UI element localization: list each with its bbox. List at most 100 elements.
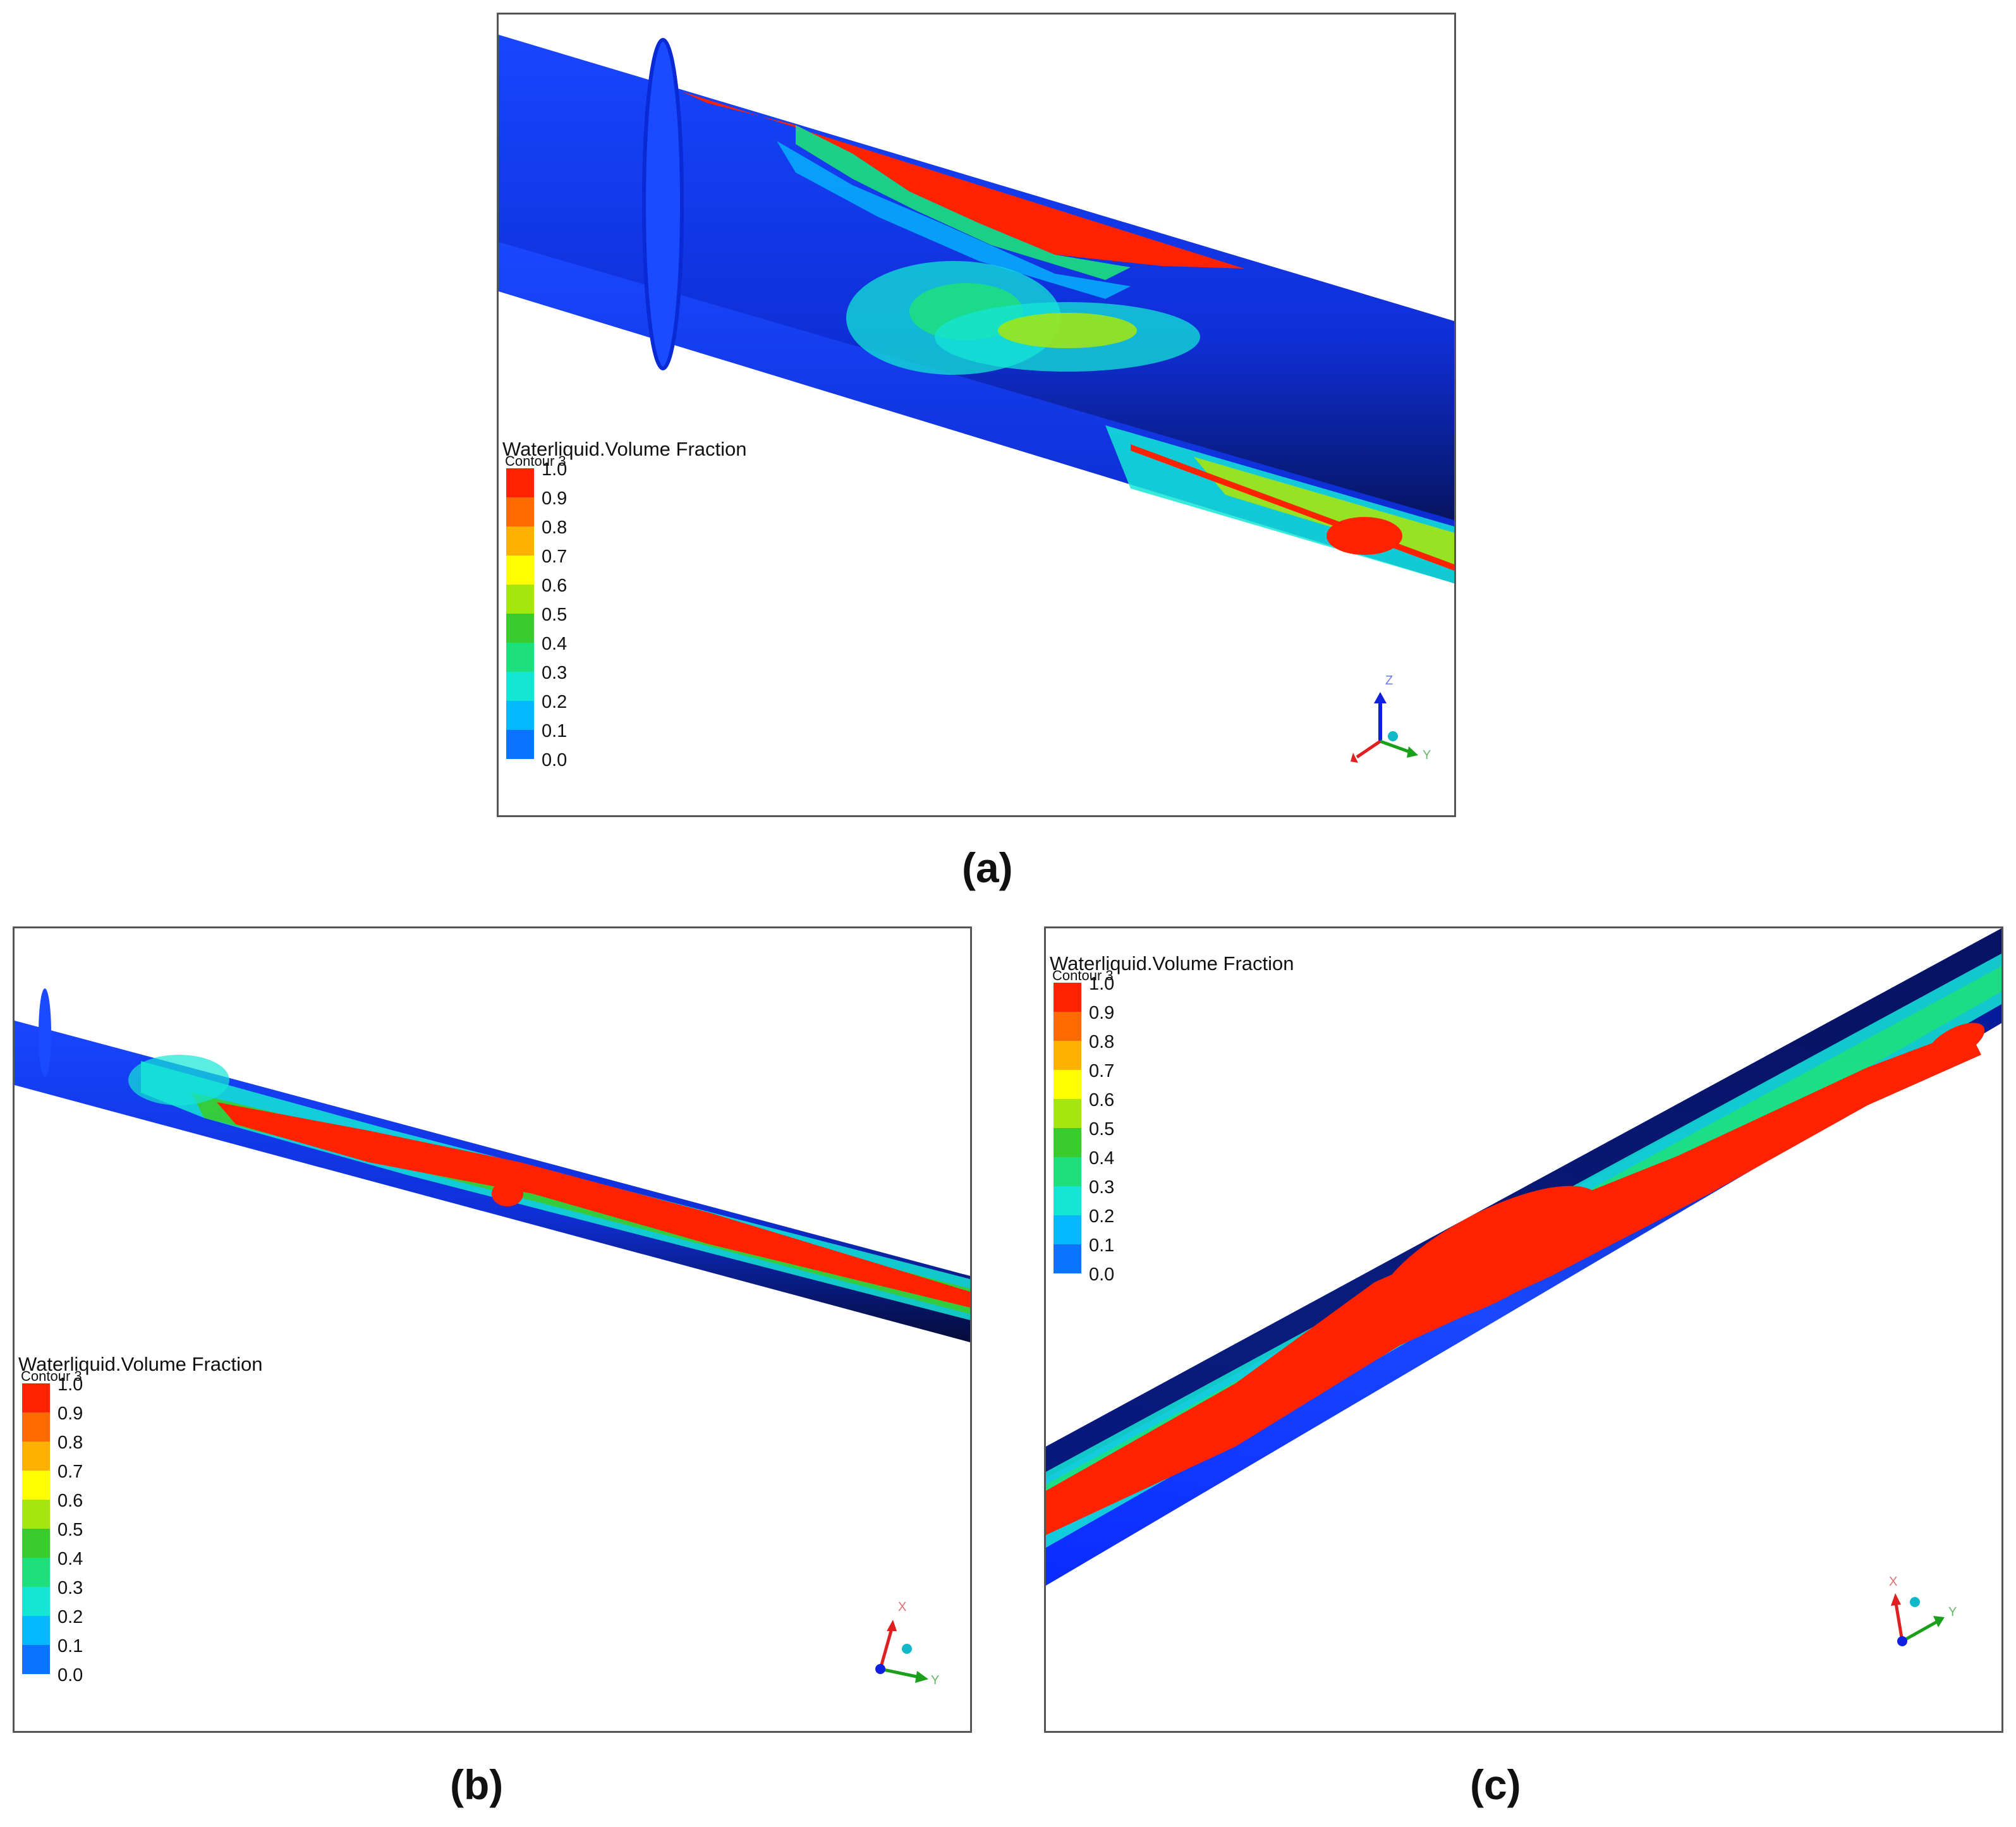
legend-subtitle: Contour 3 (1052, 968, 1114, 983)
legend-colorbar (1054, 983, 1081, 1273)
legend-swatch (506, 614, 534, 643)
legend-swatch (22, 1442, 50, 1471)
legend-tick: 0.2 (542, 692, 568, 712)
panel-c: X Y Waterliquid.Volume Fraction Contour … (1044, 926, 2003, 1733)
liquid-blob-2 (492, 1181, 523, 1206)
legend-swatch (506, 701, 534, 730)
legend-tick: 0.7 (58, 1462, 83, 1482)
axis-label-b-1: Y (931, 1673, 939, 1687)
axis-triad-c (1891, 1593, 1945, 1646)
legend-tick: 0.9 (1089, 1003, 1115, 1023)
axis-label-c-1: Y (1948, 1605, 1957, 1619)
legend-swatch (1054, 1070, 1081, 1099)
legend-swatch (506, 585, 534, 614)
legend-tick: 0.5 (542, 605, 568, 625)
legend-tick: 0.8 (542, 518, 568, 538)
legend-tick: 1.0 (1089, 974, 1115, 994)
legend-tick: 0.1 (58, 1636, 83, 1656)
legend-b: Waterliquid.Volume Fraction Contour 3 1.… (18, 1354, 263, 1708)
legend-tick: 0.0 (1089, 1265, 1115, 1285)
caption-a: (a) (962, 844, 1013, 891)
legend-tick: 0.8 (1089, 1032, 1115, 1052)
legend-tick: 0.4 (1089, 1148, 1115, 1168)
legend-colorbar (22, 1383, 50, 1674)
legend-subtitle: Contour 3 (505, 453, 566, 469)
axis-label-b-0: X (898, 1600, 906, 1614)
legend-tick: 0.6 (542, 576, 568, 596)
legend-swatch (1054, 983, 1081, 1012)
legend-tick: 0.0 (58, 1665, 83, 1685)
legend-swatch (22, 1645, 50, 1674)
legend-swatch (22, 1587, 50, 1616)
liquid-fringe-upper-2 (777, 141, 1131, 299)
legend-tick: 0.9 (58, 1404, 83, 1424)
legend-a: Waterliquid.Volume Fraction Contour 3 1.… (502, 439, 747, 793)
legend-swatch (22, 1412, 50, 1442)
legend-swatch (506, 672, 534, 701)
legend-tick: 0.8 (58, 1433, 83, 1453)
legend-title: Waterliquid.Volume Fraction (1050, 952, 1294, 974)
legend-swatch (1054, 1128, 1081, 1157)
legend-tick: 0.1 (542, 721, 568, 741)
legend-swatch (22, 1383, 50, 1412)
legend-tick: 0.2 (1089, 1206, 1115, 1227)
flange (39, 988, 51, 1077)
legend-swatch (1054, 1041, 1081, 1070)
legend-colorbar (506, 468, 534, 759)
legend-swatch (22, 1529, 50, 1558)
legend-swatch (506, 643, 534, 672)
flange (642, 38, 684, 370)
legend-tick: 0.3 (1089, 1177, 1115, 1198)
legend-swatch (22, 1616, 50, 1645)
legend-swatch (1054, 1157, 1081, 1186)
panel-b: X Y Waterliquid.Volume Fraction Contour … (13, 926, 972, 1733)
pipe-render-a: Z Y (499, 35, 1454, 763)
liquid-region-upper (682, 92, 1244, 269)
axis-triad-a (1351, 692, 1418, 763)
liquid-region (217, 1102, 970, 1308)
legend-swatch (506, 497, 534, 526)
legend-tick: 0.9 (542, 489, 568, 509)
axis-label-a-0: Z (1385, 674, 1393, 688)
legend-tick: 0.5 (58, 1520, 83, 1540)
legend-swatch (1054, 1215, 1081, 1244)
legend-title: Waterliquid.Volume Fraction (18, 1353, 263, 1375)
legend-tick: 0.3 (542, 663, 568, 683)
legend-tick: 0.6 (58, 1491, 83, 1511)
legend-swatch (22, 1471, 50, 1500)
legend-tick: 0.4 (58, 1549, 83, 1569)
legend-c: Waterliquid.Volume Fraction Contour 3 1.… (1050, 954, 1294, 1308)
legend-tick: 0.6 (1089, 1090, 1115, 1110)
legend-swatch (1054, 1012, 1081, 1041)
legend-tick: 0.4 (542, 634, 568, 654)
caption-c: (c) (1470, 1761, 1521, 1808)
legend-tick: 1.0 (58, 1375, 83, 1395)
legend-tick: 0.1 (1089, 1235, 1115, 1256)
legend-tick: 1.0 (542, 459, 568, 480)
legend-tick: 0.0 (542, 750, 568, 770)
legend-swatch (1054, 1244, 1081, 1273)
legend-swatch (506, 555, 534, 585)
liquid-plume-mid-4 (998, 313, 1137, 348)
liquid-fringe-upper (796, 125, 1131, 280)
legend-tick: 0.7 (1089, 1061, 1115, 1081)
legend-swatch (506, 468, 534, 497)
legend-swatch (22, 1500, 50, 1529)
pipe-render-b: X Y (15, 988, 970, 1687)
axis-label-a-1: Y (1423, 748, 1431, 762)
legend-title: Waterliquid.Volume Fraction (502, 438, 747, 460)
liquid-bulge (1375, 1186, 1602, 1328)
liquid-hotspot (1927, 1023, 1985, 1062)
panel-a: Z Y Waterliquid.Volume Fraction Contour … (497, 13, 1456, 817)
liquid-blob (128, 1055, 229, 1105)
axis-triad-b (875, 1620, 928, 1683)
legend-swatch (1054, 1099, 1081, 1128)
legend-subtitle: Contour 3 (21, 1368, 82, 1384)
axis-label-c-0: X (1889, 1575, 1897, 1589)
legend-swatch (506, 526, 534, 555)
legend-swatch (1054, 1186, 1081, 1215)
pipe-render-c: X Y (1046, 928, 2001, 1646)
legend-tick: 0.3 (58, 1578, 83, 1598)
caption-b: (b) (450, 1761, 504, 1808)
legend-swatch (22, 1558, 50, 1587)
